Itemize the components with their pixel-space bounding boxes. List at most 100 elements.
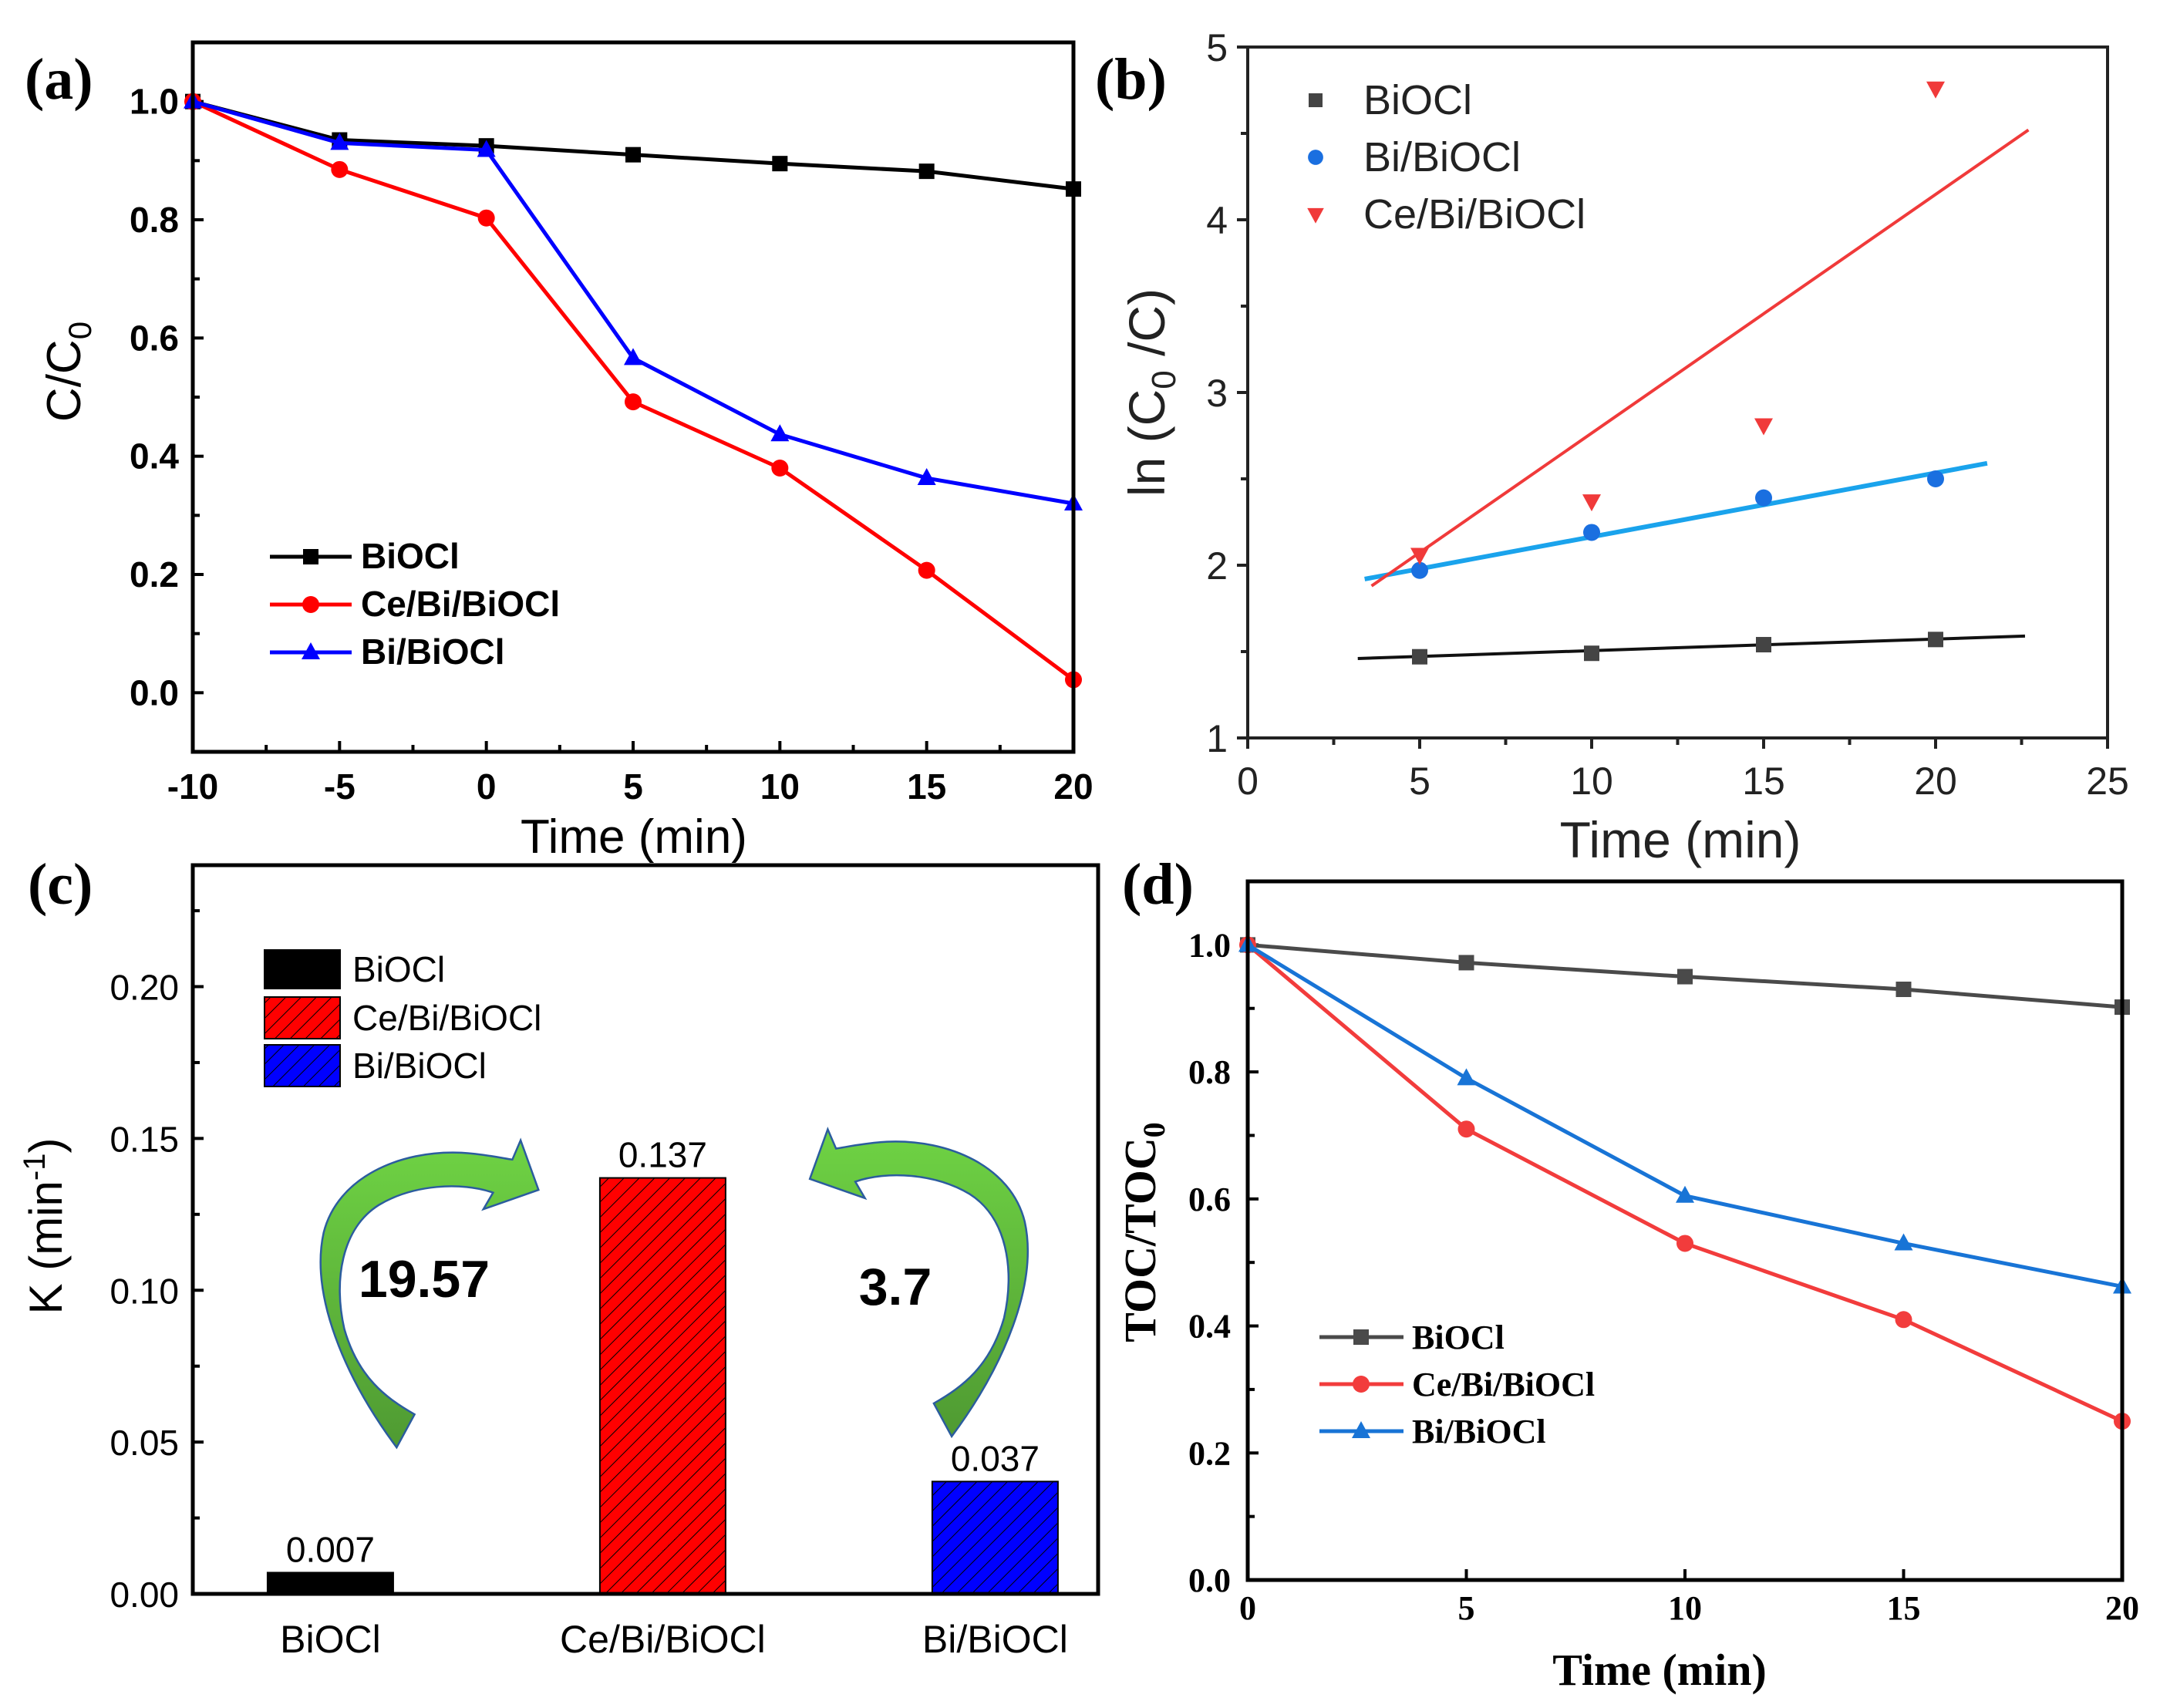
legend-label: BiOCl: [361, 536, 460, 576]
series-Ce/Bi/BiOCl: [1370, 81, 2030, 588]
x-tick-label: 15: [907, 766, 946, 807]
y-tick-label: 2: [1206, 544, 1228, 588]
data-point: [1583, 524, 1600, 541]
legend-label: Ce/Bi/BiOCl: [1363, 191, 1585, 238]
data-point: [1928, 632, 1943, 648]
data-point: [1412, 649, 1427, 665]
data-point: [477, 209, 495, 227]
y-tick-label: 3: [1206, 372, 1228, 415]
series-Bi/BiOCl: [1238, 935, 2131, 1294]
legend-marker: [1353, 1329, 1369, 1345]
legend-item: Bi/BiOCl: [264, 1044, 487, 1087]
data-point: [1895, 982, 1912, 998]
legend-item: Bi/BiOCl: [1319, 1413, 1546, 1450]
legend-label: Ce/Bi/BiOCl: [361, 584, 560, 624]
x-tick-label: 15: [1887, 1589, 1921, 1627]
x-tick-label: 15: [1742, 760, 1785, 803]
y-label-post: /C): [1118, 288, 1175, 370]
bar-BiOCl: [266, 1572, 394, 1595]
data-point: [331, 160, 349, 178]
y-tick-label: 0.2: [1188, 1434, 1231, 1472]
data-point: [624, 348, 642, 366]
series-BiOCl: [1357, 632, 2026, 665]
series-line: [191, 99, 1075, 682]
data-point: [1926, 81, 1945, 99]
data-point: [625, 147, 641, 163]
y-label-subscript: 0: [1137, 1122, 1171, 1137]
y-axis-label: C/C0: [38, 322, 98, 422]
x-category-label: Bi/BiOCl: [922, 1618, 1068, 1661]
x-tick-label: 5: [1458, 1589, 1475, 1627]
y-axis-label: ln (C0 /C): [1118, 288, 1183, 497]
legend-marker: [303, 549, 318, 564]
x-tick-label: 5: [623, 766, 643, 807]
legend-label: Bi/BiOCl: [352, 1046, 487, 1086]
data-point: [1894, 1233, 1913, 1251]
x-axis-label: Time (min): [521, 810, 747, 864]
x-tick-label: 0: [477, 766, 497, 807]
data-point: [1457, 1068, 1476, 1086]
series-BiOCl: [1240, 937, 2130, 1016]
fit-line: [1357, 634, 2026, 660]
y-tick-label: 0.10: [110, 1271, 179, 1311]
panel-c: (c) 0.00 0.05 0.10 0.15 0.20 K (min-1) 0.007 BiO…: [18, 852, 1100, 1661]
bar-Bi/BiOCl: [931, 1481, 1059, 1595]
legend-swatch: [264, 949, 341, 989]
x-axis-label: Time (min): [1560, 811, 1801, 868]
panel-label: (b): [1095, 47, 1167, 112]
legend-item: Bi/BiOCl: [270, 632, 505, 672]
y-tick-label: 0.00: [110, 1575, 179, 1615]
legend-item: Ce/Bi/BiOCl: [264, 996, 541, 1039]
data-point: [918, 163, 935, 180]
legend-marker: [302, 642, 320, 659]
x-category-label: Ce/Bi/BiOCl: [560, 1618, 766, 1661]
plot-frame: [1245, 879, 2125, 1582]
data-point: [917, 468, 936, 486]
legend-marker: [1309, 93, 1323, 107]
y-tick-label: 0.8: [130, 200, 179, 240]
legend-marker: [1353, 1376, 1370, 1393]
legend-label: BiOCl: [1363, 77, 1472, 123]
x-tick-label: 10: [1668, 1589, 1702, 1627]
panel-label: (a): [25, 47, 93, 112]
data-point: [772, 156, 788, 172]
legend-label: BiOCl: [1412, 1319, 1505, 1356]
curved-arrow-icon: [808, 1127, 1029, 1439]
data-point: [1676, 1185, 1694, 1203]
y-label-post: ): [20, 1138, 72, 1154]
data-point: [1927, 470, 1944, 487]
plot-frame: [1246, 45, 2109, 739]
y-tick-label: 0.0: [130, 672, 179, 713]
legend-marker: [1352, 1421, 1370, 1438]
y-tick-label: 0.05: [110, 1423, 179, 1463]
y-label-main: C/C: [38, 339, 91, 422]
data-point: [1755, 489, 1772, 507]
y-tick-label: 0.6: [130, 318, 179, 358]
x-tick-label: -5: [324, 766, 356, 807]
x-tick-label: 0: [1237, 760, 1259, 803]
data-point: [477, 140, 496, 157]
x-tick-label: 5: [1409, 760, 1430, 803]
ratio-annotation: 3.7: [859, 1258, 932, 1316]
bar-value-label: 0.137: [618, 1135, 707, 1175]
legend-item: Ce/Bi/BiOCl: [1319, 1366, 1595, 1403]
data-point: [1584, 645, 1599, 662]
series-line: [1246, 943, 2124, 1423]
bar-value-label: 0.037: [951, 1438, 1040, 1478]
data-point: [1457, 1120, 1475, 1138]
legend-item: BiOCl: [1319, 1319, 1505, 1356]
y-label-subscript: 0: [1145, 370, 1183, 389]
x-tick-label: 0: [1239, 1589, 1256, 1627]
x-axis-label: Time (min): [1552, 1645, 1767, 1695]
y-tick-label: 1.0: [1188, 926, 1231, 964]
bar-value-label: 0.007: [286, 1529, 375, 1569]
y-tick-label: 0.20: [110, 968, 179, 1008]
data-point: [1895, 1311, 1912, 1329]
legend-swatch: [264, 1044, 341, 1087]
data-point: [1676, 1235, 1693, 1252]
data-point: [330, 133, 349, 150]
x-tick-label: 20: [1914, 760, 1957, 803]
x-tick-label: 20: [1053, 766, 1093, 807]
legend-label: Ce/Bi/BiOCl: [1412, 1366, 1595, 1403]
